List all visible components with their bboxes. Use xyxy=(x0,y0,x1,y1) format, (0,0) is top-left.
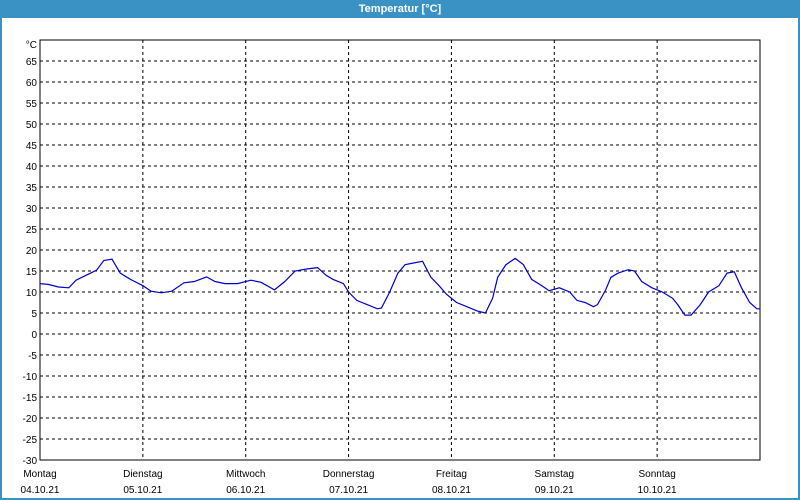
x-tick-date-label: 08.10.21 xyxy=(432,485,471,496)
y-tick-label: 65 xyxy=(26,57,38,68)
x-tick-day-label: Sonntag xyxy=(639,469,676,480)
y-tick-label: 50 xyxy=(26,120,38,131)
y-tick-label: 10 xyxy=(26,288,38,299)
y-tick-label: 5 xyxy=(31,309,37,320)
y-axis-unit-label: °C xyxy=(26,40,37,51)
temperature-series-line xyxy=(39,257,760,316)
x-tick-day-label: Dienstag xyxy=(123,469,162,480)
plot-area: 65 60 55 50 45 40 35 30 25 20 15 10 5 0 -5 -10 -15 -20 -25… xyxy=(2,18,798,498)
plot-background xyxy=(2,18,798,498)
x-tick-date-label: 10.10.21 xyxy=(638,485,677,496)
y-tick-label: -5 xyxy=(28,351,37,362)
x-tick-day-label: Montag xyxy=(23,469,56,480)
chart-title: Temperatur [°C] xyxy=(0,0,800,18)
y-tick-label: 35 xyxy=(26,183,38,194)
y-tick-label: -25 xyxy=(23,435,38,446)
plot-border xyxy=(39,39,761,461)
y-tick-label: 60 xyxy=(26,78,38,89)
x-tick-date-label: 04.10.21 xyxy=(21,485,60,496)
y-tick-label: 45 xyxy=(26,141,38,152)
y-tick-label: 25 xyxy=(26,225,38,236)
temperature-chart: 65605550454035302520151050-5-10-15-20-25… xyxy=(2,18,798,498)
y-tick-label: 20 xyxy=(26,246,38,257)
y-tick-label: 0 xyxy=(31,330,37,341)
y-tick-label: -10 xyxy=(23,372,38,383)
y-tick-label: 55 xyxy=(26,99,38,110)
x-tick-day-label: Mittwoch xyxy=(226,469,265,480)
y-tick-label: -20 xyxy=(23,414,38,425)
x-tick-day-label: Donnerstag xyxy=(323,469,375,480)
x-tick-day-label: Samstag xyxy=(535,469,574,480)
x-tick-date-label: 05.10.21 xyxy=(123,485,162,496)
x-tick-day-label: Freitag xyxy=(436,469,467,480)
x-tick-date-label: 07.10.21 xyxy=(329,485,368,496)
y-tick-label: 15 xyxy=(26,267,38,278)
x-tick-date-label: 06.10.21 xyxy=(226,485,265,496)
y-tick-label: 30 xyxy=(26,204,38,215)
y-tick-label: -30 xyxy=(23,456,38,467)
x-tick-date-label: 09.10.21 xyxy=(535,485,574,496)
y-tick-label: -15 xyxy=(23,393,38,404)
y-tick-label: 40 xyxy=(26,162,38,173)
